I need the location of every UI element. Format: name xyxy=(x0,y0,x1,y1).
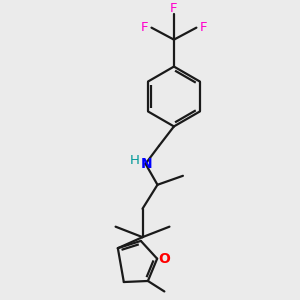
Text: F: F xyxy=(200,21,208,34)
Text: F: F xyxy=(140,21,148,34)
Text: N: N xyxy=(141,158,153,171)
Text: H: H xyxy=(130,154,140,167)
Text: F: F xyxy=(170,2,178,15)
Text: O: O xyxy=(158,252,170,266)
